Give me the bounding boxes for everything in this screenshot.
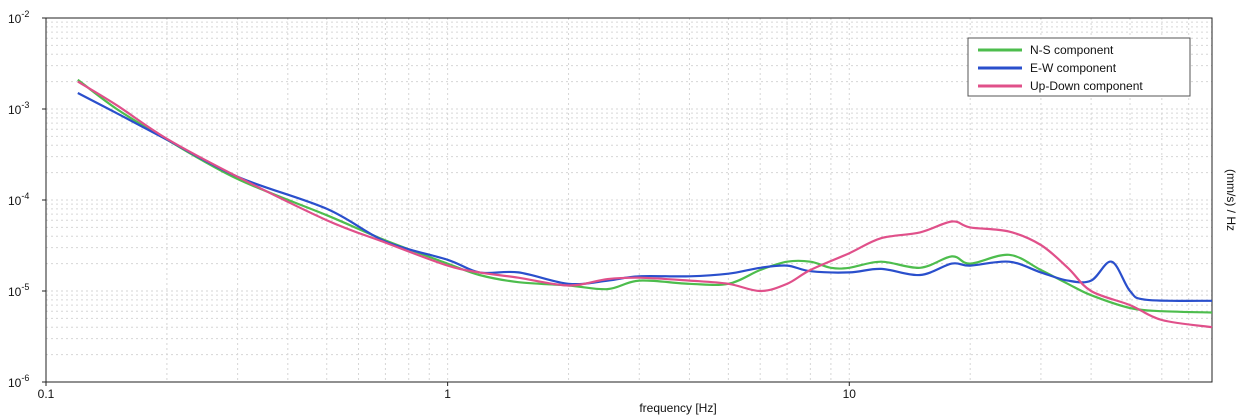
x-tick-label: 0.1 — [38, 387, 55, 401]
x-tick-label: 1 — [444, 387, 451, 401]
y-axis-label: (mm/s) / Hz — [1224, 169, 1238, 231]
series-layer — [77, 78, 1213, 329]
x-tick-label: 10 — [843, 387, 857, 401]
y-tick-label: 10-2 — [8, 9, 29, 26]
y-tick-label: 10-4 — [8, 191, 29, 208]
series-line-3 — [77, 80, 1213, 329]
y-axis-ticks: 10-2 10-3 10-4 10-5 10-6 — [8, 9, 46, 390]
y-tick-label: 10-5 — [8, 282, 29, 299]
legend-label: E-W component — [1030, 61, 1117, 75]
x-axis-label: frequency [Hz] — [639, 401, 716, 415]
legend-label: N-S component — [1030, 43, 1114, 57]
legend: N-S component E-W component Up-Down compon… — [967, 37, 1191, 97]
y-tick-label: 10-6 — [8, 373, 29, 390]
x-axis-ticks: 0.1 1 10 — [38, 382, 857, 401]
series-line-2 — [77, 92, 1213, 303]
y-tick-label: 10-3 — [8, 100, 29, 117]
legend-label: Up-Down component — [1030, 79, 1143, 93]
